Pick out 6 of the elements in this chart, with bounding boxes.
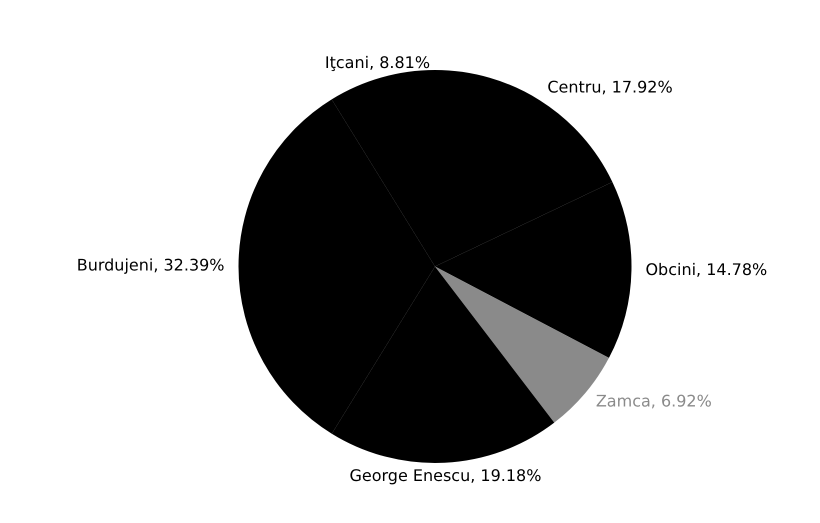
slice-label: George Enescu, 19.18%: [349, 466, 542, 485]
slice-label: Centru, 17.92%: [547, 78, 673, 97]
slice-label: Iţcani, 8.81%: [324, 53, 430, 72]
slice-label: Burdujeni, 32.39%: [76, 256, 224, 275]
slice-label: Zamca, 6.92%: [596, 391, 712, 410]
slice-label: Obcini, 14.78%: [645, 260, 768, 279]
